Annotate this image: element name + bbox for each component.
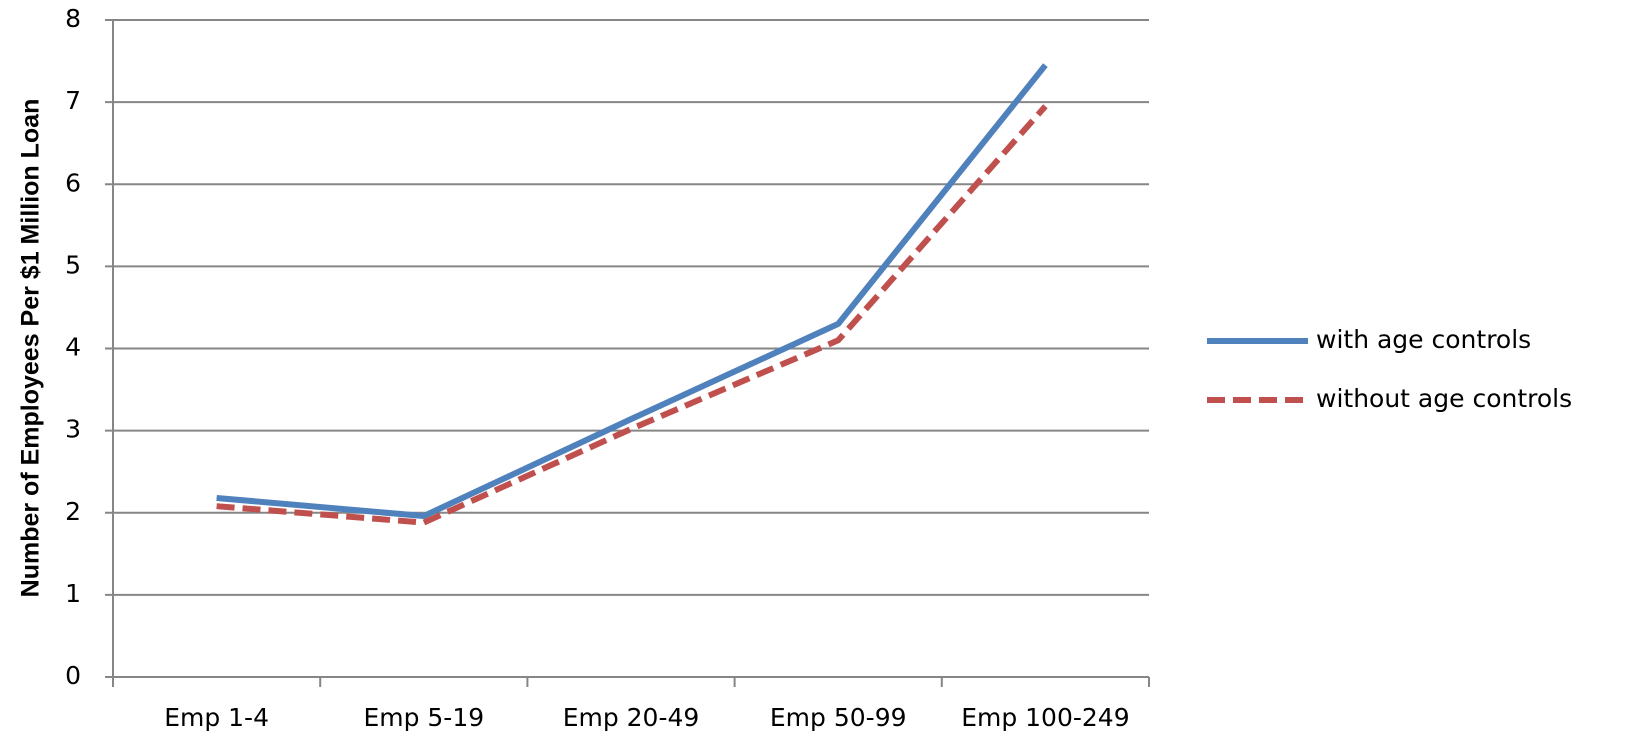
legend-label: with age controls bbox=[1316, 325, 1531, 354]
y-tick-label: 0 bbox=[65, 661, 81, 690]
y-tick-label: 3 bbox=[65, 415, 81, 444]
x-tick-label: Emp 100-249 bbox=[961, 703, 1129, 732]
x-tick-label: Emp 50-99 bbox=[770, 703, 907, 732]
y-tick-label: 2 bbox=[65, 497, 81, 526]
legend-label: without age controls bbox=[1316, 384, 1572, 413]
x-tick-label: Emp 1-4 bbox=[164, 703, 269, 732]
y-tick-label: 1 bbox=[65, 579, 81, 608]
line-series bbox=[216, 104, 1048, 526]
y-tick-label: 7 bbox=[65, 86, 81, 115]
y-axis-title: Number of Employees Per $1 Million Loan bbox=[17, 99, 45, 598]
x-tick-label: Emp 5-19 bbox=[363, 703, 484, 732]
y-tick-label: 8 bbox=[65, 4, 81, 33]
y-tick-label: 5 bbox=[65, 250, 81, 279]
y-tick-label: 6 bbox=[65, 168, 81, 197]
x-tick-label: Emp 20-49 bbox=[563, 703, 700, 732]
line-series bbox=[216, 63, 1048, 520]
y-tick-label: 4 bbox=[65, 333, 81, 362]
